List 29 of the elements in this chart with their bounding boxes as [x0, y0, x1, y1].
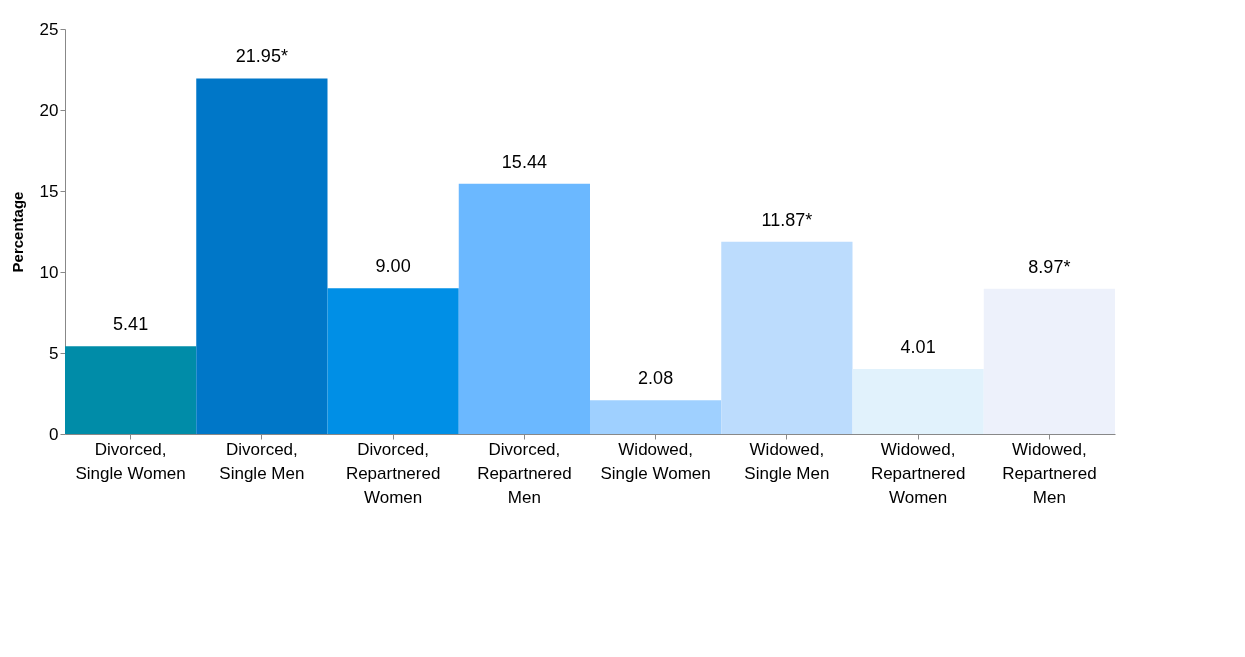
data-label: 5.41 [113, 314, 149, 335]
y-tick-label: 25 [39, 19, 59, 39]
y-tick-label: 15 [39, 181, 59, 201]
x-tick-label: Divorced, Repartnered Men [477, 439, 572, 507]
bar [590, 400, 722, 434]
data-label: 21.95* [235, 46, 288, 67]
bar [65, 346, 197, 434]
data-label: 4.01 [900, 337, 936, 358]
x-tick-label: Widowed, Repartnered Women [870, 439, 966, 507]
x-tick-label: Divorced, Single Men [219, 439, 305, 483]
data-label: 15.44 [501, 151, 547, 172]
bar [327, 288, 459, 434]
x-tick-label: Widowed, Single Women [600, 439, 711, 483]
data-label: 11.87* [761, 209, 813, 230]
bar [721, 241, 853, 434]
x-tick-label: Widowed, Repartnered Men [1002, 439, 1097, 507]
y-tick-label: 10 [39, 262, 59, 282]
x-tick-label: Divorced, Repartnered Women [345, 439, 441, 507]
y-axis-title: Percentage [8, 191, 26, 273]
x-tick-label: Divorced, Single Women [75, 439, 186, 483]
y-tick-label: 20 [39, 100, 59, 120]
y-tick-label: 0 [49, 424, 59, 444]
y-tick-label: 5 [49, 343, 59, 363]
data-label: 8.97* [1028, 256, 1071, 277]
x-tick-label: Widowed, Single Men [744, 439, 830, 483]
data-label: 2.08 [638, 368, 674, 389]
bar [458, 183, 590, 434]
bar [196, 78, 328, 434]
data-label: 9.00 [375, 256, 411, 277]
